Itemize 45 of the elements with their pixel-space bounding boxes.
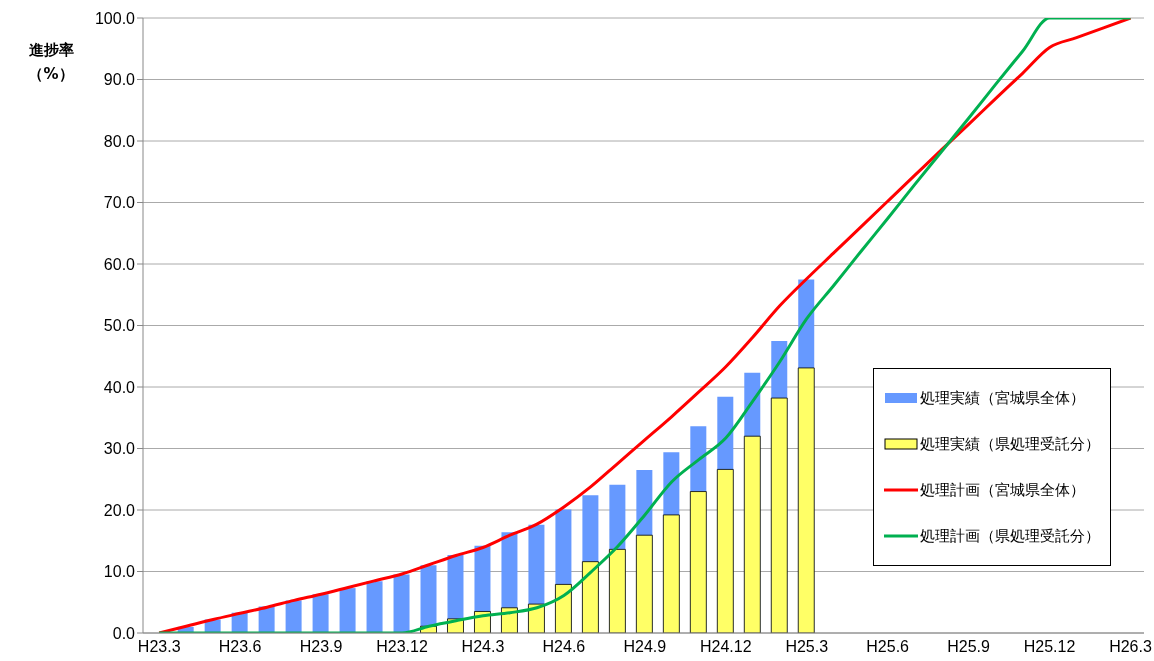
x-tick-label: H23.9 bbox=[299, 638, 343, 656]
bar bbox=[285, 600, 302, 633]
y-tick-label: 0.0 bbox=[112, 624, 136, 642]
bar bbox=[393, 574, 410, 633]
y-tick-label: 20.0 bbox=[103, 501, 136, 519]
x-tick-label: H24.3 bbox=[461, 638, 505, 656]
bar bbox=[608, 548, 626, 633]
y-tick-label: 80.0 bbox=[103, 132, 136, 150]
y-tick-label: 60.0 bbox=[103, 255, 136, 273]
bar bbox=[689, 491, 707, 633]
x-tick-label: H23.12 bbox=[376, 638, 428, 656]
y-tick-label: 10.0 bbox=[103, 563, 136, 581]
y-axis-title: 進捗率（%） bbox=[27, 40, 75, 85]
bar bbox=[662, 514, 680, 633]
line-series bbox=[157, 18, 1133, 633]
legend-label: 処理実績（宮城県全体） bbox=[920, 388, 1085, 408]
bar bbox=[366, 581, 383, 633]
x-tick-label: H23.3 bbox=[137, 638, 181, 656]
bar bbox=[770, 397, 788, 633]
bar bbox=[797, 367, 815, 633]
x-tick-label: H25.12 bbox=[1023, 638, 1076, 656]
y-tick-label: 70.0 bbox=[103, 194, 136, 212]
bar bbox=[339, 588, 356, 633]
x-tick-label: H24.9 bbox=[623, 638, 667, 656]
bar bbox=[635, 534, 653, 633]
x-tick-label: H25.3 bbox=[785, 638, 829, 656]
y-tick-label: 50.0 bbox=[103, 317, 136, 335]
bar bbox=[716, 469, 734, 633]
legend-label: 処理計画（県処理受託分） bbox=[920, 526, 1100, 546]
bar bbox=[582, 561, 599, 633]
y-tick-label: 40.0 bbox=[103, 378, 136, 396]
x-tick-label: H24.12 bbox=[700, 638, 752, 656]
x-tick-label: H24.6 bbox=[542, 638, 586, 656]
bar bbox=[555, 584, 572, 633]
bar bbox=[312, 594, 329, 633]
bar bbox=[743, 435, 761, 633]
legend-label: 処理実績（県処理受託分） bbox=[920, 434, 1100, 454]
x-tick-label: H23.6 bbox=[218, 638, 262, 656]
y-tick-label: 90.0 bbox=[103, 71, 136, 89]
x-tick-label: H25.6 bbox=[866, 638, 910, 656]
legend-label: 処理計画（宮城県全体） bbox=[920, 480, 1085, 500]
x-tick-label: H26.3 bbox=[1109, 638, 1152, 656]
x-tick-label: H25.9 bbox=[947, 638, 991, 656]
y-tick-label: 30.0 bbox=[103, 440, 136, 458]
y-tick-label: 100.0 bbox=[94, 9, 136, 27]
